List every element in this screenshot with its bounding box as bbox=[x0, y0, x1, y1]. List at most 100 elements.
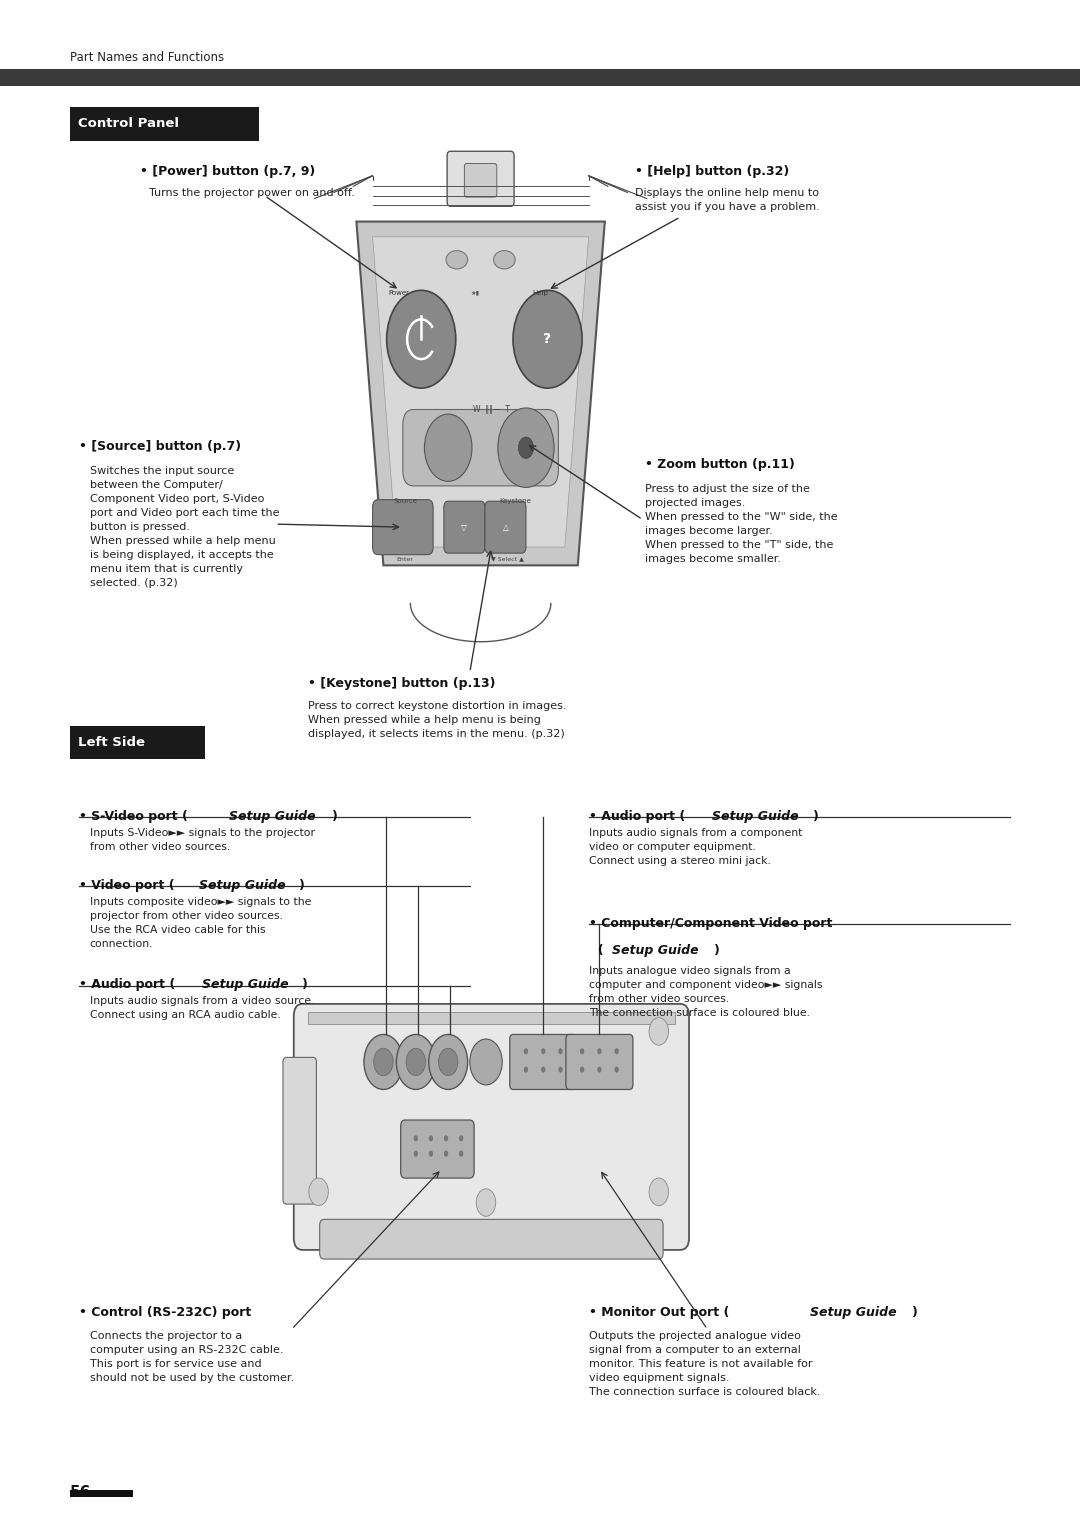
Polygon shape bbox=[356, 222, 605, 565]
Bar bbox=[308, 1012, 675, 1024]
Circle shape bbox=[558, 1048, 563, 1054]
Text: • [Source] button (p.7): • [Source] button (p.7) bbox=[79, 440, 241, 454]
Text: • Audio port (: • Audio port ( bbox=[589, 810, 685, 824]
Circle shape bbox=[597, 1067, 602, 1073]
FancyBboxPatch shape bbox=[401, 1120, 474, 1178]
FancyBboxPatch shape bbox=[485, 501, 526, 553]
Text: Inputs S-Video►► signals to the projector
from other video sources.: Inputs S-Video►► signals to the projecto… bbox=[90, 828, 314, 853]
Circle shape bbox=[580, 1067, 584, 1073]
Text: • Monitor Out port (: • Monitor Out port ( bbox=[589, 1306, 729, 1320]
Text: • Video port (: • Video port ( bbox=[79, 879, 175, 892]
Circle shape bbox=[438, 1048, 458, 1076]
FancyBboxPatch shape bbox=[566, 1034, 633, 1089]
Circle shape bbox=[649, 1018, 669, 1045]
FancyBboxPatch shape bbox=[373, 500, 433, 555]
Text: Outputs the projected analogue video
signal from a computer to an external
monit: Outputs the projected analogue video sig… bbox=[589, 1331, 820, 1397]
Circle shape bbox=[424, 414, 472, 481]
Text: • S-Video port (: • S-Video port ( bbox=[79, 810, 188, 824]
Circle shape bbox=[524, 1067, 528, 1073]
Polygon shape bbox=[373, 237, 589, 547]
Text: ): ) bbox=[813, 810, 819, 824]
FancyBboxPatch shape bbox=[403, 410, 558, 486]
Circle shape bbox=[429, 1135, 433, 1141]
Circle shape bbox=[396, 1034, 435, 1089]
Text: Inputs composite video►► signals to the
projector from other video sources.
Use : Inputs composite video►► signals to the … bbox=[90, 897, 311, 949]
Text: • [Help] button (p.32): • [Help] button (p.32) bbox=[635, 165, 789, 179]
Text: ▼ Select ▲: ▼ Select ▲ bbox=[491, 556, 524, 562]
Ellipse shape bbox=[494, 251, 515, 269]
Circle shape bbox=[558, 1067, 563, 1073]
Text: Control Panel: Control Panel bbox=[78, 118, 179, 130]
Circle shape bbox=[444, 1151, 448, 1157]
Bar bbox=[70, 1490, 133, 1497]
Text: W  ‖‖—  T: W ‖‖— T bbox=[473, 405, 510, 414]
FancyBboxPatch shape bbox=[283, 1057, 316, 1204]
Text: Part Names and Functions: Part Names and Functions bbox=[70, 50, 225, 64]
Circle shape bbox=[459, 1151, 463, 1157]
Text: ▽: ▽ bbox=[461, 523, 468, 532]
Circle shape bbox=[615, 1067, 619, 1073]
Text: ): ) bbox=[714, 944, 719, 958]
Text: Setup Guide: Setup Guide bbox=[712, 810, 798, 824]
Text: Inputs analogue video signals from a
computer and component video►► signals
from: Inputs analogue video signals from a com… bbox=[589, 966, 822, 1018]
Circle shape bbox=[309, 1178, 328, 1206]
Circle shape bbox=[429, 1034, 468, 1089]
Ellipse shape bbox=[446, 251, 468, 269]
Text: Turns the projector power on and off.: Turns the projector power on and off. bbox=[149, 188, 355, 199]
Text: Setup Guide: Setup Guide bbox=[810, 1306, 896, 1320]
FancyBboxPatch shape bbox=[444, 501, 485, 553]
Text: Enter: Enter bbox=[396, 556, 414, 562]
Circle shape bbox=[615, 1048, 619, 1054]
Text: • [Keystone] button (p.13): • [Keystone] button (p.13) bbox=[308, 677, 496, 691]
Circle shape bbox=[414, 1135, 418, 1141]
Text: ): ) bbox=[332, 810, 337, 824]
Text: Setup Guide: Setup Guide bbox=[612, 944, 699, 958]
Circle shape bbox=[429, 1151, 433, 1157]
Text: ): ) bbox=[912, 1306, 917, 1320]
Circle shape bbox=[476, 1189, 496, 1216]
Circle shape bbox=[498, 408, 554, 487]
Text: ): ) bbox=[299, 879, 305, 892]
Circle shape bbox=[414, 1151, 418, 1157]
Text: Displays the online help menu to
assist you if you have a problem.: Displays the online help menu to assist … bbox=[635, 188, 820, 212]
Circle shape bbox=[541, 1048, 545, 1054]
Text: Inputs audio signals from a video source.
Connect using an RCA audio cable.: Inputs audio signals from a video source… bbox=[90, 996, 314, 1021]
Text: • Control (RS-232C) port: • Control (RS-232C) port bbox=[79, 1306, 251, 1320]
Circle shape bbox=[524, 1048, 528, 1054]
Text: • Computer/Component Video port: • Computer/Component Video port bbox=[589, 917, 832, 931]
FancyBboxPatch shape bbox=[464, 163, 497, 197]
Text: Help: Help bbox=[532, 290, 549, 296]
FancyBboxPatch shape bbox=[294, 1004, 689, 1250]
FancyBboxPatch shape bbox=[510, 1034, 577, 1089]
Circle shape bbox=[649, 1178, 669, 1206]
Text: • [Power] button (p.7, 9): • [Power] button (p.7, 9) bbox=[140, 165, 315, 179]
Text: Press to correct keystone distortion in images.
When pressed while a help menu i: Press to correct keystone distortion in … bbox=[308, 701, 566, 740]
FancyBboxPatch shape bbox=[320, 1219, 663, 1259]
Circle shape bbox=[387, 290, 456, 388]
Bar bbox=[0, 69, 1080, 86]
Text: ): ) bbox=[302, 978, 308, 992]
Circle shape bbox=[374, 1048, 393, 1076]
Text: Connects the projector to a
computer using an RS-232C cable.
This port is for se: Connects the projector to a computer usi… bbox=[90, 1331, 294, 1383]
Circle shape bbox=[364, 1034, 403, 1089]
Circle shape bbox=[513, 290, 582, 388]
Text: Press to adjust the size of the
projected images.
When pressed to the "W" side, : Press to adjust the size of the projecte… bbox=[645, 484, 837, 564]
Text: Setup Guide: Setup Guide bbox=[202, 978, 288, 992]
Text: Switches the input source
between the Computer/
Component Video port, S-Video
po: Switches the input source between the Co… bbox=[90, 466, 279, 588]
Text: Power: Power bbox=[389, 290, 409, 296]
Text: • Audio port (: • Audio port ( bbox=[79, 978, 175, 992]
Text: • Zoom button (p.11): • Zoom button (p.11) bbox=[645, 458, 795, 472]
Text: Keystone: Keystone bbox=[499, 498, 531, 504]
Circle shape bbox=[459, 1135, 463, 1141]
Text: 56: 56 bbox=[70, 1485, 92, 1500]
Circle shape bbox=[470, 1039, 502, 1085]
Text: ?: ? bbox=[543, 332, 552, 347]
Text: ★▮: ★▮ bbox=[471, 290, 480, 296]
Text: Setup Guide: Setup Guide bbox=[229, 810, 315, 824]
Circle shape bbox=[444, 1135, 448, 1141]
Circle shape bbox=[597, 1048, 602, 1054]
Circle shape bbox=[541, 1067, 545, 1073]
Circle shape bbox=[518, 437, 534, 458]
Bar bbox=[70, 107, 259, 141]
Bar bbox=[70, 726, 205, 759]
